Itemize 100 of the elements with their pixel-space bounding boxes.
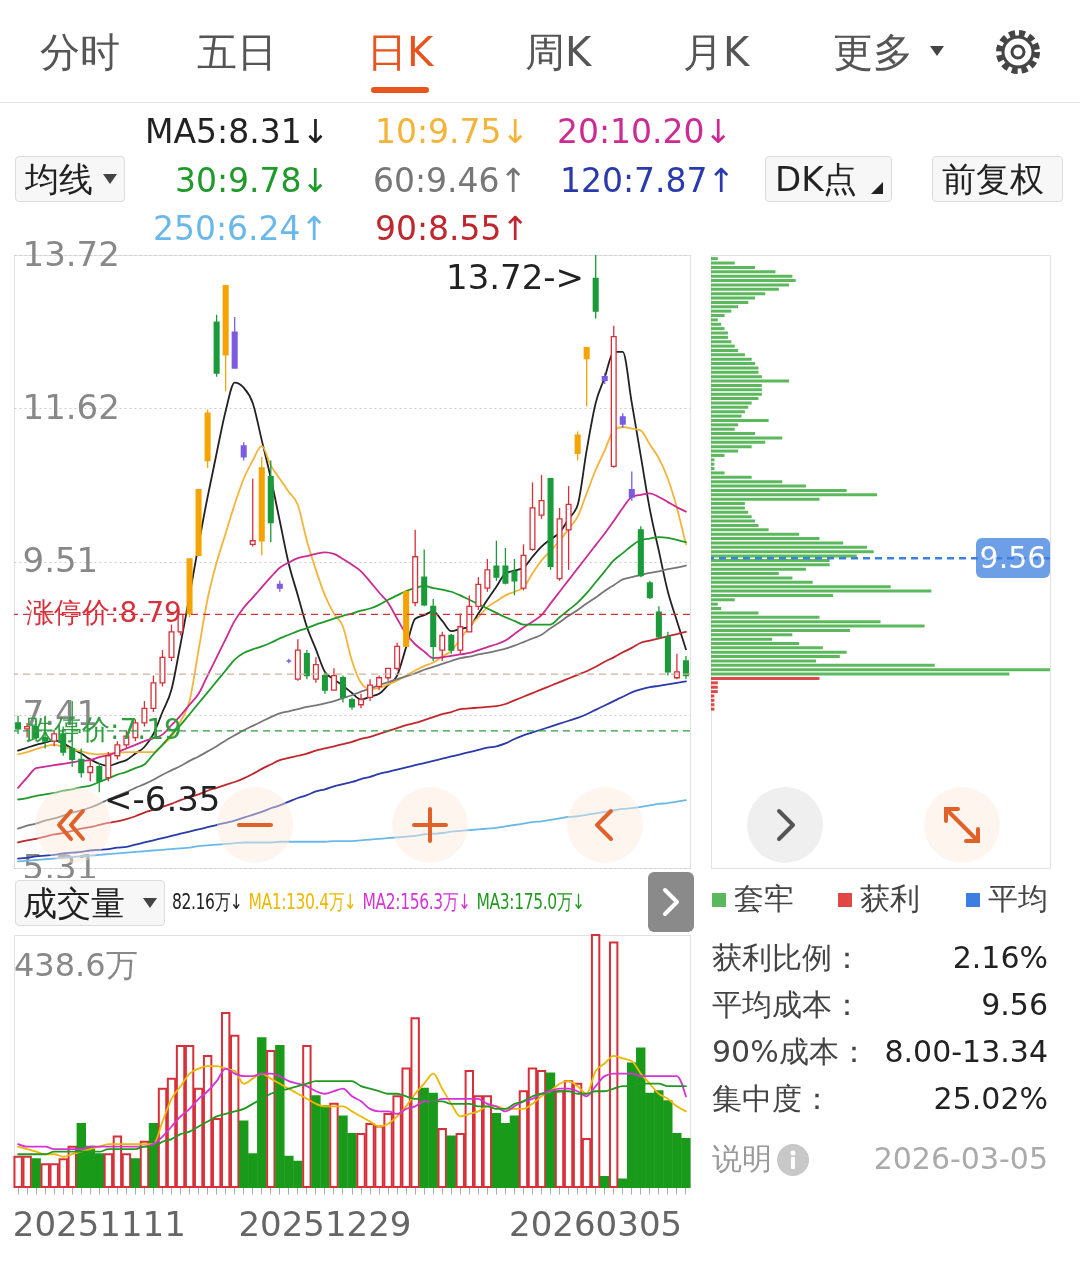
- text: 获利比例：: [712, 940, 862, 975]
- bar: [711, 257, 718, 261]
- text: 前复权: [942, 159, 1044, 199]
- candlestick: [646, 580, 653, 600]
- candlestick: [15, 715, 22, 735]
- bar: [711, 624, 925, 628]
- bar: [711, 646, 823, 650]
- text: 25.02%: [933, 1081, 1048, 1116]
- bar: [711, 550, 874, 554]
- x-tick-label: 20251229: [238, 1203, 412, 1244]
- text: 60:9.46↑: [373, 161, 528, 200]
- bar: [711, 309, 732, 313]
- text: 8.00-13.34: [884, 1034, 1048, 1069]
- bar: [608, 941, 619, 1188]
- bar: [711, 405, 749, 409]
- annotation: 13.72->: [446, 257, 585, 297]
- bar: [599, 1175, 610, 1188]
- text: 集中度：: [712, 1081, 832, 1116]
- candlestick: [339, 674, 346, 704]
- bar: [711, 362, 756, 366]
- bar: [711, 379, 789, 383]
- bar: [711, 703, 715, 707]
- candlestick: [484, 558, 491, 593]
- bar: [711, 707, 715, 711]
- candlestick: [330, 667, 337, 691]
- bar: [711, 436, 783, 440]
- y-tick-label: 11.62: [22, 386, 120, 427]
- bar: [711, 497, 820, 501]
- bar: [302, 1044, 312, 1188]
- bar: [711, 515, 752, 519]
- bar: [711, 270, 776, 274]
- text: 90:8.55↑: [375, 209, 530, 248]
- bar: [711, 519, 756, 523]
- bar: [711, 462, 715, 466]
- text: 2.16%: [952, 940, 1048, 975]
- bar: [711, 541, 844, 545]
- bar: [711, 602, 718, 606]
- text: 更多: [833, 29, 913, 75]
- bar: [130, 1158, 141, 1188]
- candlestick: [574, 430, 581, 462]
- y-tick-label: 13.72: [22, 233, 120, 274]
- text: 周K: [523, 29, 593, 75]
- bar: [711, 528, 769, 532]
- text: DK点: [775, 159, 858, 199]
- text: 均线: [25, 159, 93, 199]
- bar: [711, 322, 722, 326]
- bar: [711, 353, 745, 357]
- bar: [711, 506, 745, 510]
- text: 月K: [681, 29, 751, 75]
- bar: [711, 279, 796, 283]
- bar: [711, 392, 762, 396]
- bar: [711, 620, 881, 624]
- bar: [711, 510, 749, 514]
- text: 30:9.78↓: [175, 161, 330, 200]
- bar: [711, 480, 783, 484]
- annotation: 9.56: [976, 538, 1050, 579]
- bar: [711, 418, 769, 422]
- bar: [711, 698, 715, 702]
- bar: [711, 576, 793, 580]
- bar: [711, 493, 878, 497]
- text: 90%成本：: [712, 1034, 869, 1069]
- candlestick: [321, 671, 328, 695]
- bar: [711, 287, 779, 291]
- y-tick-label: 9.51: [22, 540, 99, 581]
- bar: [711, 650, 847, 654]
- bar: [437, 1128, 447, 1188]
- bar: [711, 397, 759, 401]
- text: MA1:130.4万↓: [248, 890, 357, 914]
- bar: [329, 1102, 339, 1188]
- candlestick: [493, 540, 500, 582]
- bar: [711, 340, 732, 344]
- text: MA3:175.0万↓: [476, 890, 585, 914]
- bar: [266, 1049, 276, 1188]
- bar: [711, 589, 932, 593]
- bar: [711, 357, 752, 361]
- candlestick: [114, 740, 121, 761]
- candlestick: [448, 633, 455, 655]
- bar: [711, 327, 725, 331]
- bar: [711, 668, 1050, 672]
- bar: [711, 410, 745, 414]
- bar: [711, 690, 718, 694]
- candlestick: [583, 346, 590, 407]
- bar: [711, 685, 718, 689]
- candlestick: [538, 474, 545, 520]
- bar: [711, 672, 1010, 676]
- x-tick-label: 20260305: [509, 1203, 683, 1244]
- candlestick: [240, 441, 247, 462]
- candlestick: [439, 631, 446, 662]
- candlestick: [312, 656, 319, 684]
- candlestick: [303, 649, 310, 680]
- bar: [711, 388, 762, 392]
- candlestick: [87, 758, 94, 782]
- candlestick: [367, 678, 374, 702]
- candlestick: [511, 558, 518, 597]
- line-series: [17, 630, 687, 844]
- bar: [711, 370, 759, 374]
- bar: [711, 471, 725, 475]
- text: 平均成本：: [712, 987, 862, 1022]
- candlestick: [96, 762, 103, 793]
- text: 日K: [365, 29, 435, 75]
